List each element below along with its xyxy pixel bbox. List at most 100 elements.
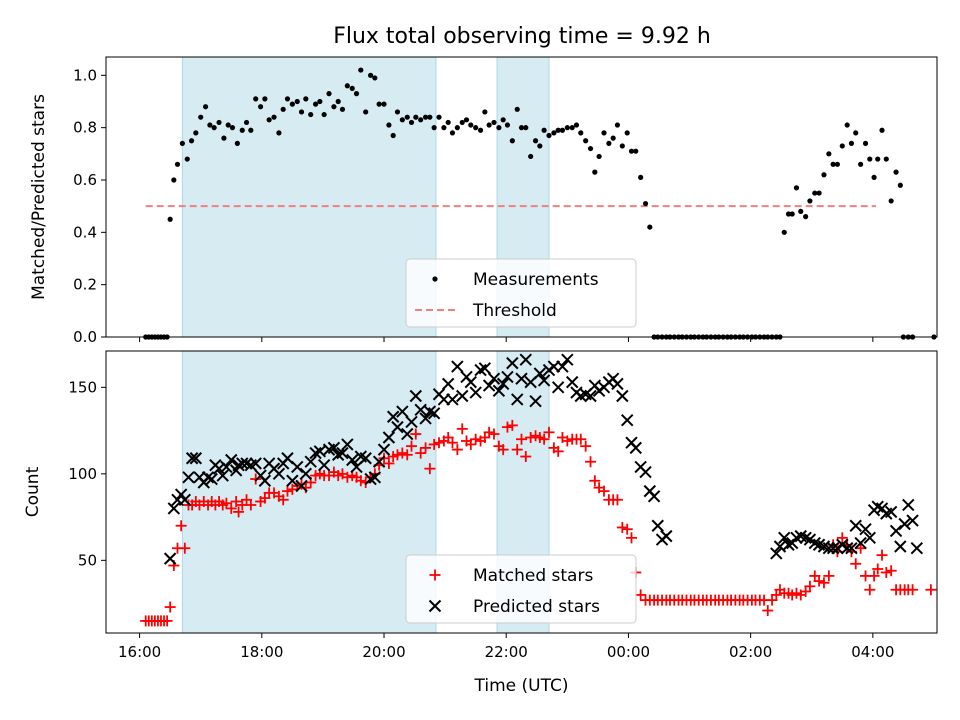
matched-star-point — [611, 494, 623, 506]
x-axis-label: Time (UTC) — [474, 676, 569, 696]
measurement-point — [633, 148, 639, 154]
legend-entry-label: Predicted stars — [473, 597, 600, 617]
measurement-point — [812, 190, 818, 196]
legend-entry-label: Threshold — [472, 301, 557, 321]
predicted-star-point — [478, 362, 492, 375]
predicted-star-point — [163, 552, 177, 565]
measurement-point — [294, 98, 300, 105]
predicted-star-point — [299, 467, 313, 481]
measurement-point — [284, 96, 291, 102]
measurement-point — [174, 161, 181, 167]
measurement-point — [408, 119, 415, 126]
measurement-point — [798, 208, 804, 214]
measurement-point — [184, 156, 190, 162]
predicted-star-point — [304, 455, 317, 468]
predicted-star-point — [377, 443, 391, 456]
measurement-point — [564, 125, 570, 131]
predicted-star-point — [258, 474, 272, 487]
measurement-point — [523, 125, 529, 131]
predicted-star-point — [561, 353, 574, 366]
measurement-point — [234, 140, 240, 146]
measurement-point — [372, 75, 378, 81]
matched-star-point — [245, 499, 257, 511]
measurement-point — [303, 96, 309, 102]
predicted-star-point — [651, 519, 664, 532]
predicted-star-point — [341, 438, 354, 451]
measurement-point — [514, 106, 520, 112]
predicted-star-point — [427, 407, 441, 420]
matched-star-point — [621, 523, 633, 535]
measurement-point — [496, 125, 502, 131]
predicted-star-point — [906, 514, 919, 527]
measurement-point — [216, 119, 222, 126]
predicted-star-point — [469, 386, 482, 399]
matched-star-point — [220, 497, 232, 509]
matched-star-point — [501, 421, 513, 433]
matched-star-point — [406, 440, 418, 452]
matched-star-point — [277, 494, 289, 506]
measurement-point — [839, 143, 845, 149]
measurement-point — [262, 96, 268, 102]
predicted-star-point — [174, 488, 188, 501]
measurement-point — [363, 109, 369, 115]
ratio-y-tick-label: 0.0 — [73, 328, 97, 346]
measurement-point — [386, 122, 392, 128]
measurement-point — [468, 122, 474, 128]
measurement-point — [528, 153, 534, 160]
measurement-point — [785, 211, 792, 217]
measurement-point — [358, 67, 364, 73]
measurement-point — [559, 127, 566, 133]
predicted-star-point — [660, 529, 673, 543]
count-y-tick-label: 150 — [68, 378, 97, 396]
measurement-point — [793, 185, 800, 191]
measurement-point — [848, 140, 855, 146]
measurement-point — [504, 122, 511, 128]
measurement-point — [628, 148, 635, 154]
measurement-point — [390, 132, 396, 139]
legend-entry-label: Matched stars — [473, 566, 593, 586]
matched-star-point — [446, 437, 458, 449]
predicted-star-point — [167, 502, 181, 515]
measurement-point — [614, 122, 621, 128]
measurement-point — [394, 109, 401, 115]
measurement-point — [331, 104, 337, 110]
measurement-point — [211, 125, 217, 131]
measurement-point — [431, 125, 437, 131]
predicted-star-point — [178, 493, 192, 506]
predicted-star-point — [859, 522, 872, 536]
predicted-star-point — [487, 372, 501, 385]
measurement-point — [555, 127, 561, 133]
measurement-point — [821, 172, 827, 178]
count-panel: 50 100 150 16:00 18:00 20:00 22:00 00:00 02:00 0… — [23, 350, 938, 696]
predicted-star-point — [205, 472, 218, 486]
predicted-star-point — [556, 360, 569, 373]
predicted-star-point — [225, 453, 238, 467]
predicted-star-point — [327, 441, 341, 455]
matched-star-point — [520, 451, 532, 463]
predicted-star-point — [386, 410, 400, 423]
predicted-star-point — [854, 536, 867, 550]
matched-star-point — [164, 601, 176, 613]
legend-box — [405, 554, 637, 624]
matched-star-point — [488, 428, 500, 440]
measurement-point — [482, 109, 488, 115]
measurement-point — [477, 127, 484, 133]
matched-star-point — [625, 532, 637, 544]
measurement-point — [353, 91, 360, 97]
predicted-star-point — [611, 377, 624, 391]
measurement-point — [858, 161, 864, 167]
matched-star-point — [161, 615, 173, 627]
measurement-point — [276, 130, 282, 136]
predicted-star-point — [391, 420, 404, 434]
matched-star-point — [401, 449, 413, 461]
measurement-point — [289, 101, 295, 107]
measurement-point — [344, 83, 350, 89]
measurement-point — [422, 114, 429, 120]
matched-star-point — [543, 426, 555, 438]
count-y-axis-label: Count — [23, 466, 43, 517]
predicted-star-point — [372, 455, 386, 468]
matched-star-point — [580, 440, 592, 452]
measurement-point — [883, 156, 889, 162]
measurement-point — [587, 145, 594, 152]
